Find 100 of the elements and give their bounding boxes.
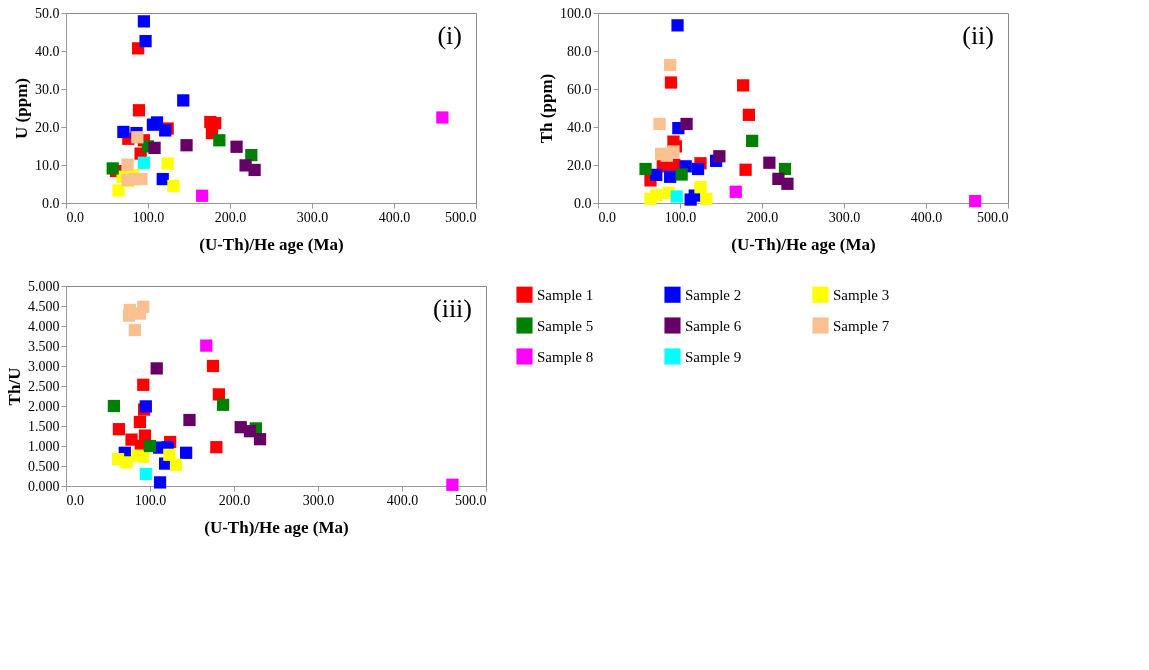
- y-tick-label: 40.0: [35, 43, 60, 59]
- point: [177, 94, 190, 107]
- point: [132, 104, 146, 117]
- point: [107, 399, 120, 413]
- y-tick-label: 2.500: [28, 378, 60, 394]
- point: [213, 134, 226, 147]
- y-axis-title: Th/U: [5, 367, 24, 406]
- x-tick-label: 0.0: [598, 209, 616, 225]
- legend-label: Sample 1: [537, 286, 594, 303]
- y-tick-label: 3.500: [28, 338, 60, 354]
- x-tick-label: 200.0: [746, 209, 779, 225]
- x-tick-label: 300.0: [296, 209, 329, 225]
- y-tick-label: 2.000: [28, 398, 60, 414]
- point: [133, 307, 147, 320]
- point: [675, 168, 688, 181]
- x-tick-label: 200.0: [218, 492, 251, 508]
- point: [139, 467, 152, 481]
- point: [737, 79, 750, 92]
- x-axis-title: (U-Th)/He age (Ma): [204, 517, 349, 537]
- x-tick-label: 500.0: [445, 209, 477, 225]
- y-tick-label: 20.0: [35, 119, 60, 135]
- point: [664, 170, 677, 183]
- point: [200, 339, 213, 352]
- point: [153, 476, 167, 489]
- x-axis-title: (U-Th)/He age (Ma): [731, 234, 876, 254]
- point: [210, 441, 223, 454]
- point: [969, 194, 982, 208]
- point: [143, 439, 157, 453]
- y-tick-label: 80.0: [567, 43, 592, 59]
- y-tick-label: 3.000: [28, 358, 60, 374]
- point: [161, 157, 174, 170]
- point: [137, 156, 151, 169]
- point: [169, 458, 183, 471]
- legend-label: Sample 8: [537, 348, 594, 365]
- point: [653, 117, 666, 131]
- point: [206, 359, 220, 373]
- y-tick-label: 4.000: [28, 318, 60, 334]
- point: [133, 415, 147, 429]
- point: [112, 184, 125, 197]
- point: [671, 19, 684, 32]
- point: [150, 362, 163, 375]
- x-tick-label: 0.0: [66, 492, 84, 508]
- y-tick-label: 4.500: [28, 298, 60, 314]
- annotation: (i): [437, 21, 462, 50]
- legend-label: Sample 2: [685, 286, 742, 303]
- y-tick-label: 0.000: [28, 478, 60, 494]
- legend-label: Sample 7: [833, 317, 890, 334]
- point: [122, 309, 136, 322]
- x-tick-label: 200.0: [214, 209, 247, 225]
- point: [243, 425, 257, 438]
- point: [106, 162, 119, 175]
- legend-label: Sample 5: [537, 317, 594, 334]
- point: [180, 139, 193, 152]
- point: [248, 163, 261, 177]
- point: [117, 125, 130, 139]
- y-tick-label: 100.0: [560, 5, 592, 21]
- y-tick-label: 20.0: [567, 157, 592, 173]
- point: [650, 189, 663, 202]
- y-tick-label: 10.0: [35, 157, 60, 173]
- legend-label: Sample 9: [685, 348, 742, 365]
- point: [781, 177, 794, 190]
- y-tick-label: 5.000: [28, 278, 60, 294]
- point: [230, 140, 243, 153]
- point: [121, 158, 134, 171]
- x-axis-title: (U-Th)/He age (Ma): [199, 234, 344, 254]
- x-tick-label: 100.0: [664, 209, 697, 225]
- point: [713, 150, 726, 163]
- legend-label: Sample 6: [685, 317, 742, 334]
- point: [196, 189, 209, 202]
- point: [446, 478, 459, 491]
- x-tick-label: 500.0: [977, 209, 1009, 225]
- point: [691, 162, 705, 176]
- x-tick-label: 100.0: [134, 492, 167, 508]
- point: [742, 108, 755, 121]
- point: [137, 378, 150, 391]
- y-tick-label: 0.0: [574, 195, 592, 211]
- y-tick-label: 60.0: [567, 81, 592, 97]
- y-axis-title: Th (ppm): [537, 73, 556, 144]
- x-tick-label: 500.0: [455, 492, 487, 508]
- x-tick-label: 0.0: [66, 209, 84, 225]
- y-tick-label: 1.000: [28, 438, 60, 454]
- point: [135, 172, 148, 186]
- y-tick-label: 50.0: [35, 5, 60, 21]
- point: [763, 156, 776, 169]
- point: [128, 323, 141, 337]
- point: [112, 423, 126, 436]
- point: [167, 179, 180, 193]
- point: [180, 446, 193, 459]
- x-tick-label: 300.0: [302, 492, 335, 508]
- x-tick-label: 400.0: [386, 492, 419, 508]
- annotation: (iii): [433, 294, 472, 323]
- point: [639, 162, 652, 176]
- y-axis-title: U (ppm): [12, 78, 31, 139]
- point: [139, 35, 152, 48]
- point: [183, 413, 196, 427]
- point: [212, 388, 225, 401]
- point: [700, 192, 713, 205]
- point: [694, 181, 707, 194]
- point: [120, 456, 133, 469]
- point: [670, 190, 683, 203]
